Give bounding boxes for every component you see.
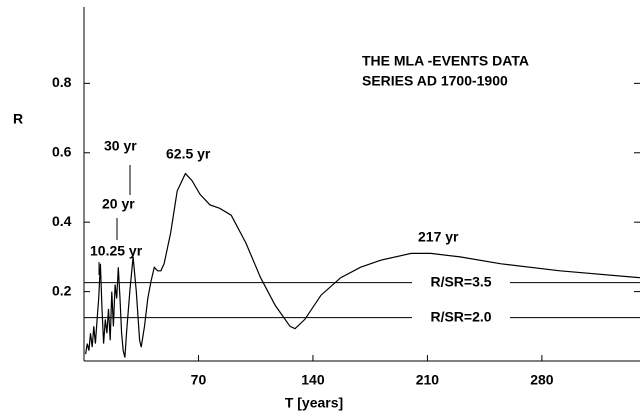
annotation: 217 yr [418, 229, 459, 245]
annotation: 20 yr [102, 196, 135, 212]
annotation: 62.5 yr [166, 146, 211, 162]
y-tick-label: 0.2 [52, 282, 72, 298]
label-bg [412, 308, 510, 327]
chart-title: SERIES AD 1700-1900 [362, 73, 508, 89]
y-tick-label: 0.4 [52, 213, 72, 229]
reference-label: R/SR=3.5 [430, 273, 491, 289]
x-tick-label: 210 [416, 372, 440, 388]
reference-label: R/SR=2.0 [430, 308, 491, 324]
annotation: 10.25 yr [90, 243, 143, 259]
data-line [85, 172, 641, 358]
annotation: 30 yr [104, 138, 137, 154]
chart-title: THE MLA -EVENTS DATA [362, 53, 529, 69]
x-tick-label: 280 [530, 372, 554, 388]
y-tick-label: 0.6 [52, 143, 72, 159]
y-axis-label: R [13, 111, 23, 127]
x-tick-label: 140 [301, 372, 325, 388]
y-tick-label: 0.8 [52, 74, 72, 90]
x-tick-label: 70 [191, 372, 207, 388]
x-axis-label: T [years] [285, 395, 343, 411]
label-bg [412, 273, 510, 292]
